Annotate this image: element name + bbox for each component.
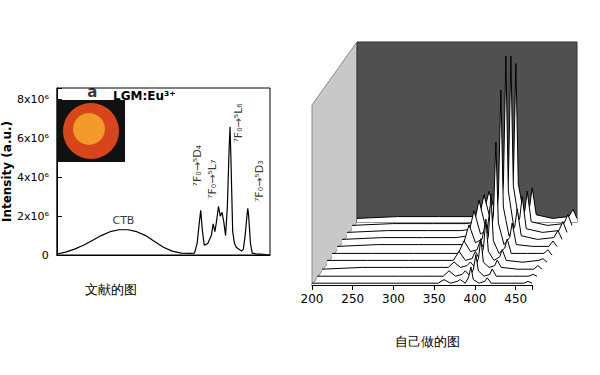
svg-text:⁷F₀→⁵D₃: ⁷F₀→⁵D₃	[253, 160, 266, 202]
svg-text:250: 250	[341, 292, 364, 306]
svg-text:⁷F₀→⁵L₆: ⁷F₀→⁵L₆	[232, 103, 245, 143]
svg-text:4x10⁶: 4x10⁶	[17, 171, 50, 184]
svg-text:⁷F₀→⁵D₄: ⁷F₀→⁵D₄	[191, 144, 204, 186]
svg-text:自己做的图: 自己做的图	[395, 334, 460, 349]
svg-text:⁷F₀→⁵L₇: ⁷F₀→⁵L₇	[206, 160, 219, 199]
svg-text:CTB: CTB	[112, 214, 134, 227]
svg-text:400: 400	[464, 292, 487, 306]
svg-text:LGM:Eu³⁺: LGM:Eu³⁺	[113, 89, 176, 103]
svg-text:6x10⁶: 6x10⁶	[17, 132, 50, 145]
svg-text:Intensity (a.u.): Intensity (a.u.)	[0, 121, 14, 222]
svg-text:0: 0	[42, 249, 49, 262]
svg-text:2x10⁶: 2x10⁶	[17, 210, 50, 223]
svg-text:200: 200	[301, 292, 324, 306]
svg-text:350: 350	[423, 292, 446, 306]
svg-text:8x10⁶: 8x10⁶	[17, 93, 50, 106]
svg-text:450: 450	[504, 292, 527, 306]
svg-text:文献的图: 文献的图	[85, 282, 137, 297]
svg-text:300: 300	[382, 292, 405, 306]
svg-text:a: a	[87, 83, 97, 101]
